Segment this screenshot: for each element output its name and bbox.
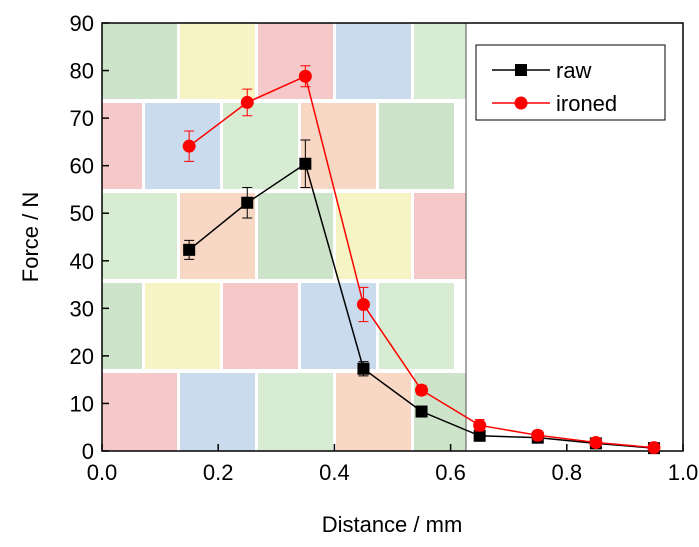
fabric-block [145, 103, 220, 189]
data-point [240, 95, 254, 109]
data-point [298, 69, 312, 83]
fabric-block [223, 103, 298, 189]
fabric-block [414, 193, 466, 279]
legend-marker [514, 96, 528, 110]
data-point [182, 139, 196, 153]
legend-box [475, 44, 666, 121]
fabric-block [336, 373, 411, 451]
data-point [241, 196, 254, 209]
data-point [415, 405, 428, 418]
x-tick-label: 1.0 [668, 460, 699, 485]
data-point [647, 441, 661, 455]
data-point [299, 157, 312, 170]
fabric-block [258, 23, 333, 99]
data-point [356, 298, 370, 312]
data-point [589, 435, 603, 449]
x-tick-label: 0.8 [552, 460, 583, 485]
y-tick-label: 50 [70, 201, 94, 226]
fabric-block [145, 283, 220, 369]
legend-label: ironed [556, 91, 617, 116]
fabric-block [336, 23, 411, 99]
legend-marker [515, 64, 527, 76]
y-tick-label: 0 [82, 439, 94, 464]
x-tick-label: 0.2 [203, 460, 234, 485]
y-tick-label: 30 [70, 296, 94, 321]
fabric-block [301, 283, 376, 369]
data-point [473, 418, 487, 432]
y-tick-label: 60 [70, 154, 94, 179]
fabric-block [102, 283, 142, 369]
fabric-block [223, 283, 298, 369]
fabric-block [336, 193, 411, 279]
y-tick-label: 40 [70, 249, 94, 274]
fabric-block [258, 193, 333, 279]
fabric-block [102, 23, 177, 99]
x-axis-label: Distance / mm [322, 512, 463, 537]
plot-frame [101, 22, 684, 452]
fabric-block [258, 373, 333, 451]
x-tick-label: 0.4 [319, 460, 350, 485]
x-tick-label: 0.0 [87, 460, 118, 485]
fabric-block [180, 23, 255, 99]
fabric-block [379, 283, 454, 369]
y-tick-label: 80 [70, 59, 94, 84]
fabric-block [102, 103, 142, 189]
fabric-block [102, 373, 177, 451]
fabric-block [301, 103, 376, 189]
data-point [183, 243, 196, 256]
y-tick-label: 10 [70, 391, 94, 416]
fabric-block [379, 103, 454, 189]
data-point [473, 429, 486, 442]
y-axis-label: Force / N [18, 192, 43, 282]
data-point [415, 383, 429, 397]
background-image [102, 23, 466, 451]
y-tick-label: 20 [70, 344, 94, 369]
x-tick-label: 0.6 [435, 460, 466, 485]
fabric-block [102, 193, 177, 279]
data-point [531, 428, 545, 442]
legend-label: raw [556, 58, 592, 83]
y-tick-label: 70 [70, 106, 94, 131]
fabric-block [180, 373, 255, 451]
fabric-block [414, 23, 466, 99]
data-point [357, 362, 370, 375]
y-tick-label: 90 [70, 11, 94, 36]
